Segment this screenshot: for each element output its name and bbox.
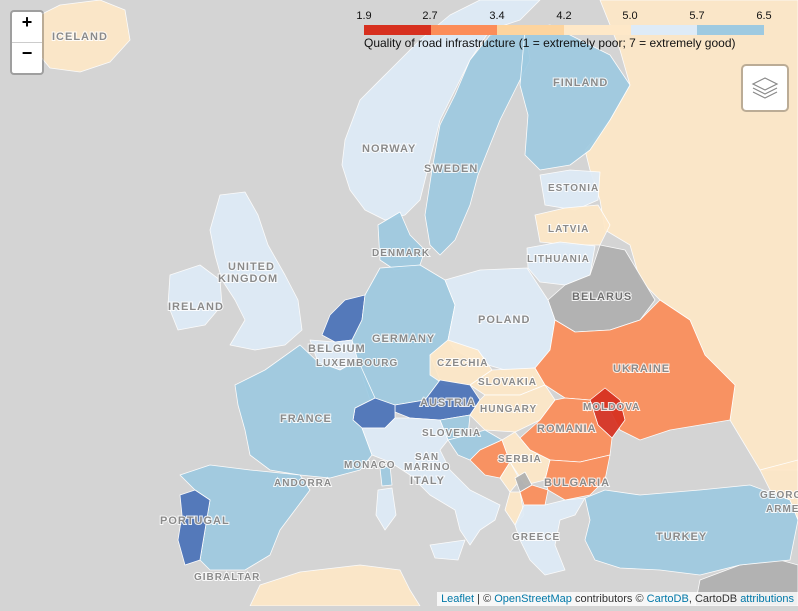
country-denmark[interactable] <box>377 211 426 271</box>
legend-swatch <box>364 25 431 35</box>
country-bulgaria[interactable] <box>544 454 611 501</box>
country-georgia[interactable] <box>759 459 798 521</box>
country-iceland[interactable] <box>29 0 131 73</box>
country-ireland[interactable] <box>167 264 223 331</box>
legend-tick: 3.4 <box>489 10 505 22</box>
osm-link[interactable]: OpenStreetMap <box>494 593 572 605</box>
legend-swatch <box>430 25 498 35</box>
country-italy[interactable] <box>361 417 501 546</box>
country-hungary[interactable] <box>469 384 556 433</box>
attribution-separator: | © <box>474 593 495 605</box>
layers-button[interactable] <box>741 64 789 112</box>
country-uk[interactable] <box>209 191 303 351</box>
cartodb-link[interactable]: CartoDB <box>646 593 689 605</box>
country-portugal[interactable] <box>177 489 211 566</box>
attribution-cartodb-text: , CartoDB <box>688 593 741 605</box>
country-estonia[interactable] <box>539 169 601 211</box>
legend-swatch <box>497 25 565 35</box>
zoom-out-button[interactable]: − <box>12 42 42 73</box>
legend-title: Quality of road infrastructure (1 = extr… <box>364 36 736 50</box>
country-sardinia[interactable] <box>375 487 397 531</box>
country-turkey[interactable] <box>584 484 798 576</box>
country-latvia[interactable] <box>534 204 611 246</box>
legend-tick: 5.0 <box>622 10 638 22</box>
legend-tick: 6.5 <box>756 10 772 22</box>
map-legend: 1.9 2.7 3.4 4.2 5.0 5.7 6.5 Quality of r… <box>356 8 778 52</box>
country-sicily[interactable] <box>429 539 466 561</box>
layers-icon <box>751 77 779 99</box>
country-macedonia[interactable] <box>519 484 549 506</box>
legend-color-bar <box>364 25 765 35</box>
legend-tick: 2.7 <box>422 10 438 22</box>
legend-swatch <box>697 25 765 35</box>
legend-swatch <box>630 25 698 35</box>
zoom-in-button[interactable]: + <box>21 12 33 32</box>
country-corsica[interactable] <box>379 465 393 487</box>
legend-ticks: 1.9 2.7 3.4 4.2 5.0 5.7 6.5 <box>356 10 778 24</box>
legend-tick: 1.9 <box>356 10 372 22</box>
country-north-africa[interactable] <box>249 564 421 607</box>
legend-swatch <box>564 25 631 35</box>
attributions-link[interactable]: attributions <box>740 593 794 605</box>
legend-tick: 4.2 <box>556 10 572 22</box>
attribution-bar: Leaflet | © OpenStreetMap contributors ©… <box>437 592 798 606</box>
zoom-control: + − <box>10 10 44 75</box>
country-greece[interactable] <box>514 497 586 576</box>
leaflet-link[interactable]: Leaflet <box>441 593 475 605</box>
attribution-contributors: contributors © <box>571 593 647 605</box>
country-finland[interactable] <box>519 24 631 171</box>
country-norway[interactable] <box>341 0 541 221</box>
legend-tick: 5.7 <box>689 10 705 22</box>
